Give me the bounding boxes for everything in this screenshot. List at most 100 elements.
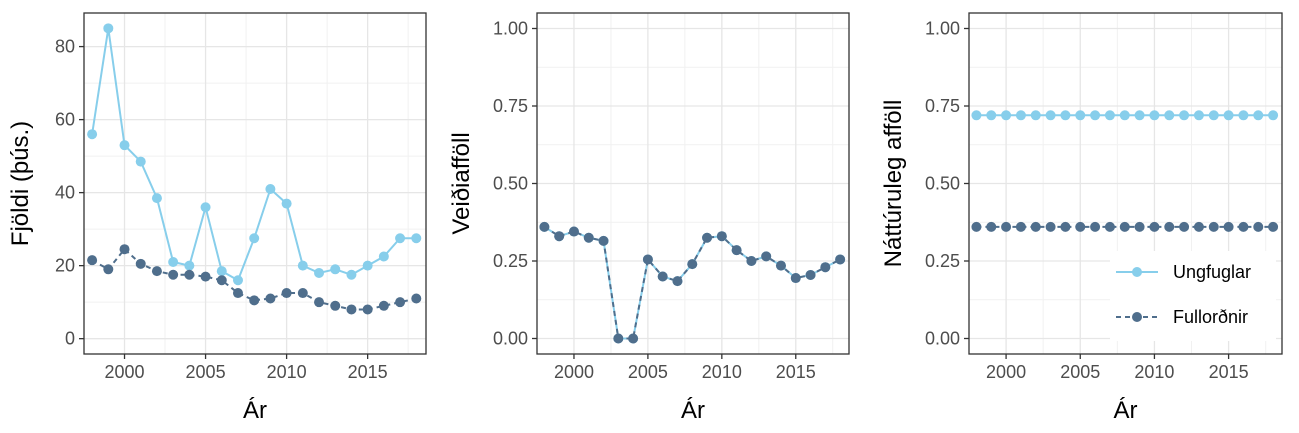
data-point (1268, 110, 1279, 121)
data-point (1119, 221, 1130, 232)
data-point (1253, 110, 1264, 121)
data-point (1238, 221, 1249, 232)
y-axis-title: Veiðiafföll (448, 132, 475, 234)
data-point (232, 288, 243, 299)
x-axis-title: Ár (1114, 397, 1138, 424)
data-point (986, 221, 997, 232)
data-point (1134, 221, 1145, 232)
data-point (1015, 221, 1026, 232)
data-point (986, 110, 997, 121)
y-tick-label: 0.50 (925, 174, 960, 194)
y-axis-title: Náttúruleg afföll (880, 100, 907, 268)
x-tick-label: 2010 (267, 362, 307, 382)
panel-2: 0.00 0.25 0.50 0.75 1.00 2000 2005 2010 2015 Ár Ve… (448, 12, 850, 424)
data-point (232, 275, 243, 286)
data-point (330, 300, 341, 311)
data-point (249, 233, 260, 244)
data-point (1045, 221, 1056, 232)
y-tick-label: 0.25 (493, 251, 528, 271)
data-point (1193, 110, 1204, 121)
x-tick-label: 2015 (776, 362, 816, 382)
data-point (151, 193, 162, 204)
y-tick-label: 40 (55, 183, 75, 203)
data-point (411, 293, 422, 304)
data-point (200, 271, 211, 282)
data-point (1104, 221, 1115, 232)
data-point (1149, 110, 1160, 121)
data-point (1060, 110, 1071, 121)
data-point (642, 254, 653, 265)
data-point (265, 183, 276, 194)
data-point (1001, 221, 1012, 232)
data-point (1164, 221, 1175, 232)
data-point (1134, 110, 1145, 121)
x-tick-label: 2000 (986, 362, 1026, 382)
data-point (1075, 221, 1086, 232)
data-point (1090, 221, 1101, 232)
legend-label: Fullorðnir (1173, 307, 1248, 327)
data-point (1193, 221, 1204, 232)
data-point (583, 232, 594, 243)
legend-key-point (1132, 267, 1142, 277)
y-tick-label: 0 (65, 329, 75, 349)
data-point (761, 251, 772, 262)
data-point (835, 254, 846, 265)
data-point (135, 156, 146, 167)
x-tick-label: 2015 (348, 362, 388, 382)
y-tick-label: 60 (55, 110, 75, 130)
data-point (716, 231, 727, 242)
data-point (314, 297, 325, 308)
legend-key-point (1132, 312, 1142, 322)
data-point (168, 269, 179, 280)
data-point (746, 256, 757, 266)
data-point (598, 235, 609, 246)
data-point (672, 276, 683, 287)
x-tick-label: 2005 (628, 362, 668, 382)
x-tick-label: 2010 (702, 362, 742, 382)
data-point (1045, 110, 1056, 121)
data-point (1238, 110, 1249, 121)
x-tick-label: 2010 (1134, 362, 1174, 382)
x-axis-title: Ár (681, 397, 705, 424)
y-tick-label: 0.75 (493, 96, 528, 116)
data-point (1164, 110, 1175, 121)
y-tick-label: 0.75 (925, 96, 960, 116)
data-point (168, 256, 179, 267)
y-axis-title: Fjöldi (þús.) (7, 121, 34, 246)
data-point (1015, 110, 1026, 121)
legend-label: Ungfuglar (1173, 262, 1251, 282)
data-point (1208, 221, 1219, 232)
data-point (314, 267, 325, 278)
data-point (1208, 110, 1219, 121)
data-point (1253, 221, 1264, 232)
data-point (1223, 221, 1234, 232)
legend-background (1110, 251, 1276, 341)
y-tick-label: 1.00 (493, 19, 528, 39)
data-point (297, 260, 308, 271)
data-point (184, 260, 195, 271)
panel-3: Ungfuglar Fullorðnir 0.00 0.25 0.50 0.75 1.00 2… (880, 12, 1283, 424)
data-point (775, 260, 786, 271)
data-point (628, 333, 639, 344)
panel-1: 0 20 40 60 80 2000 2005 2010 2015 Ár Fjöldi (þús.) (7, 12, 427, 424)
data-point (1075, 110, 1086, 121)
y-tick-label: 0.00 (493, 329, 528, 349)
data-point (687, 259, 698, 270)
data-point (731, 245, 742, 256)
y-tick-label: 0.50 (493, 174, 528, 194)
data-point (281, 198, 292, 209)
x-axis-title: Ár (243, 397, 267, 424)
x-tick-label: 2000 (104, 362, 144, 382)
data-point (103, 23, 114, 34)
data-point (657, 271, 668, 282)
data-point (281, 288, 292, 299)
x-tick-label: 2000 (554, 362, 594, 382)
data-point (378, 300, 389, 311)
data-point (346, 304, 357, 315)
data-point (790, 273, 801, 284)
x-tick-label: 2015 (1209, 362, 1249, 382)
data-point (330, 264, 341, 275)
data-point (362, 260, 373, 271)
data-point (151, 266, 162, 277)
y-tick-label: 20 (55, 256, 75, 276)
